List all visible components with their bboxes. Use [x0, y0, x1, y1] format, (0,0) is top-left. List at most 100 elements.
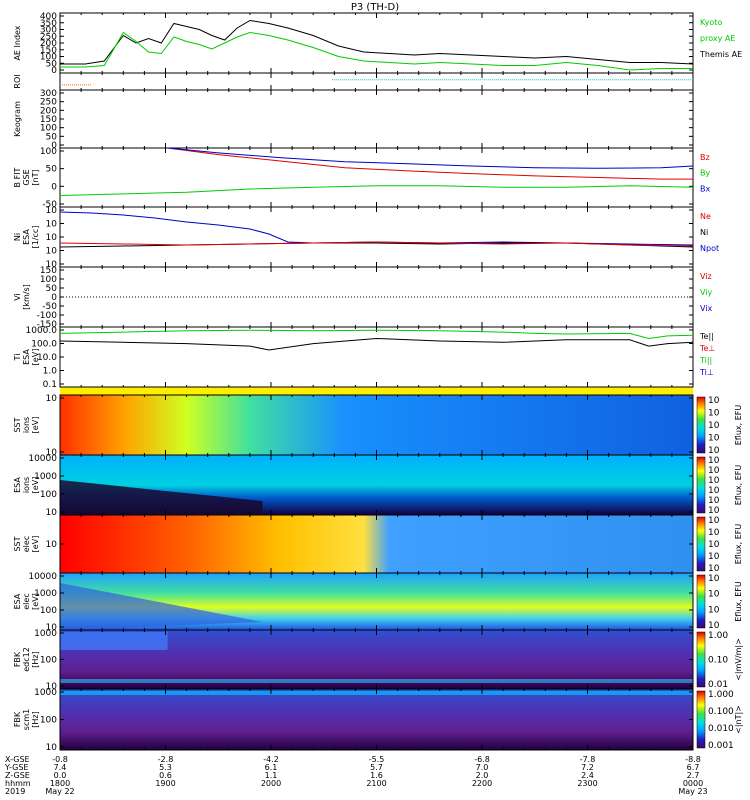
bfield-series-bz — [167, 147, 693, 180]
temperature-series-ti — [59, 329, 694, 340]
ae-legend-entry: Themis AE — [699, 50, 742, 59]
esa2-colorbar — [696, 574, 706, 629]
esa1-colorbar-tick: 10 — [708, 486, 720, 496]
sst2-colorbar-tick: 10 — [708, 528, 720, 538]
ae-series-themisae — [60, 19, 694, 65]
ae-legend-entry: proxy AE — [700, 34, 735, 43]
time-axis-value: 6.1 — [265, 763, 278, 772]
velocity-legend-entry: Viy — [700, 288, 713, 297]
esa2-colorbar-tick: 10 — [708, 574, 720, 584]
time-axis-value: 1800 — [50, 779, 70, 788]
bfield-ylabel-line: [nT] — [31, 169, 40, 185]
density-series-ne — [59, 241, 694, 247]
time-axis-value: 2.0 — [476, 771, 489, 780]
temperature-legend-entry: Ti⊥ — [699, 368, 714, 377]
bfield-legend-entry: Bz — [700, 153, 710, 162]
time-axis-value: 1.1 — [265, 771, 278, 780]
panel-roi: ROI — [13, 72, 694, 91]
esa1-colorbar-tick: 10 — [708, 496, 720, 506]
fbk1-high-freq-stripe — [60, 632, 168, 650]
keogram-ytick-label: 50 — [46, 132, 58, 142]
sst2-colorbar-tick: 10 — [708, 564, 720, 574]
velocity-ylabel-line: Vi — [13, 293, 22, 301]
density-legend-entry: Ni — [700, 228, 708, 237]
fbk1-colorbar-label: <|mV/m|> — [734, 638, 743, 681]
sst2-ylabel-line: [eV] — [31, 536, 40, 553]
temperature-ylabel-line: Ti — [13, 354, 22, 362]
fbk2-colorbar-tick: 0.100 — [708, 707, 734, 717]
time-axis: X-GSE -0.8 -2.8 -4.2 -5.5 -6.8 -7.8 -8.8 Y-GSE 7.… — [4, 755, 708, 796]
fbk2-colorbar-tick: 1.000 — [708, 690, 734, 700]
time-axis-value: 5.7 — [370, 763, 383, 772]
esa2-colorbar-label: Eflux, EFU — [734, 581, 743, 622]
time-axis-value: 0.6 — [159, 771, 172, 780]
esa2-upper-region — [60, 583, 263, 630]
velocity-ylabel: Vi[km/s] — [13, 284, 31, 310]
sst2-spectrogram — [60, 515, 693, 573]
time-axis-value: 7.0 — [476, 763, 489, 772]
esa2-ytick-label: 1000 — [34, 589, 57, 599]
fbk2-ytick-label: 1000 — [34, 688, 57, 698]
fbk2-ylabel-line: scm1 — [22, 709, 31, 730]
fbk2-ylabel-line: FBK — [13, 711, 22, 727]
time-axis-value: -0.8 — [52, 755, 68, 764]
density-ytick-label: 10 — [46, 233, 58, 243]
fbk1-ytick-label: 100 — [40, 656, 57, 666]
bfield-legend-entry: By — [700, 169, 710, 178]
velocity-ytick-label: 50 — [46, 284, 58, 294]
fbk1-ylabel-line: [Hz] — [31, 651, 40, 667]
ae-ytick-label: 50 — [46, 59, 58, 69]
fbk1-ytick-label: 1000 — [34, 629, 57, 639]
time-axis-value: 6.7 — [687, 763, 700, 772]
time-axis-value: 7.4 — [54, 763, 67, 772]
time-axis-row-label: 2019 — [5, 787, 25, 796]
sst1-colorbar-tick: 10 — [708, 409, 720, 419]
esa2-ylabel-line: elec — [22, 593, 31, 609]
velocity-ytick-label: 150 — [40, 266, 57, 276]
esa2-ylabel-line: ESA — [13, 593, 22, 609]
bfield-series-bx — [167, 147, 694, 169]
bfield-ytick-label: -50 — [42, 200, 57, 210]
sst1-spectrogram — [60, 395, 693, 455]
density-legend-entry: Npot — [700, 244, 719, 253]
velocity-ytick-label: 100 — [40, 275, 57, 285]
esa1-ytick-label: 1000 — [34, 472, 57, 482]
fbk2-spectrogram — [60, 689, 693, 750]
density-legend-entry: Ne — [700, 212, 711, 221]
time-axis-value: 2.4 — [581, 771, 594, 780]
sst2-ylabel-line: SST — [13, 536, 22, 551]
time-axis-value: 5.3 — [159, 763, 172, 772]
fbk1-low-freq-stripe — [60, 679, 693, 683]
esa1-colorbar-tick: 10 — [708, 476, 720, 486]
fbk1-colorbar-tick: 0.01 — [708, 680, 728, 690]
bfield-series-by — [59, 185, 694, 196]
temperature-ylabel-line: ESA — [22, 349, 31, 365]
time-axis-row-label: Z-GSE — [5, 771, 30, 780]
temperature-ytick-label: 0.1 — [43, 380, 57, 390]
keogram-ylabel-line: Keogram — [13, 101, 22, 137]
esa1-low-energy-region — [60, 480, 263, 515]
sst2-colorbar-label: Eflux, EFU — [734, 524, 743, 565]
time-axis-value: -4.2 — [263, 755, 279, 764]
sst2-colorbar — [696, 516, 706, 572]
fbk1-ylabel-line: FBK — [13, 651, 22, 667]
esa1-colorbar-tick: 10 — [708, 456, 720, 466]
density-ylabel-line: [1/cc] — [31, 226, 40, 249]
esa2-ytick-label: 10000 — [28, 572, 57, 582]
esa1-ylabel-line: [eV] — [31, 477, 40, 494]
esa1-colorbar-tick: 10 — [708, 466, 720, 476]
temperature-ylabel-line: [eV] — [31, 349, 40, 366]
time-axis-value: May 23 — [678, 787, 707, 796]
keogram-ytick-label: 150 — [40, 115, 57, 125]
time-axis-row-label: Y-GSE — [4, 763, 28, 772]
ae-ytick-label: 250 — [40, 32, 57, 42]
esa2-colorbar-tick: 10 — [708, 605, 720, 615]
velocity-legend-entry: Viz — [700, 272, 712, 281]
esa1-ylabel-line: ESA — [13, 477, 22, 493]
ae-series-kyoto — [60, 31, 693, 71]
fbk1-colorbar — [696, 631, 706, 688]
time-axis-value: -2.8 — [158, 755, 174, 764]
